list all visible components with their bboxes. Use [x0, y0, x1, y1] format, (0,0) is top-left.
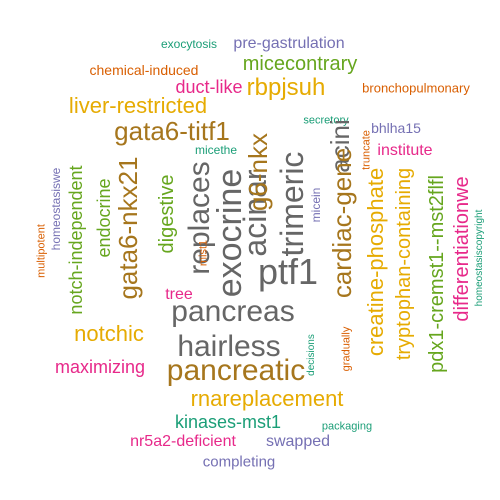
- cloud-word: maximizing: [54, 357, 146, 377]
- cloud-word: rnareplacement: [190, 386, 344, 411]
- cloud-word: ptf1: [257, 251, 319, 292]
- cloud-word: duct-like: [175, 77, 243, 97]
- cloud-word: micethe: [194, 143, 238, 157]
- cloud-word: bhlha15: [371, 120, 421, 136]
- cloud-word: notchic: [74, 321, 144, 346]
- cloud-word: tryptophan-containing: [393, 167, 415, 361]
- cloud-word: liver-restricted: [68, 93, 208, 118]
- cloud-word: packaging: [321, 420, 373, 433]
- cloud-word: digestive: [156, 174, 178, 254]
- cloud-word: nr5a2-deficient: [130, 433, 236, 450]
- cloud-word: differentiationwe: [451, 176, 473, 322]
- cloud-word: bronchopulmonary: [362, 80, 470, 96]
- cloud-word: endocrine: [94, 178, 114, 258]
- cloud-word: homeostasiswe: [49, 167, 63, 251]
- cloud-word: cardiac-gene: [327, 147, 357, 299]
- cloud-word: notch-independent: [66, 165, 86, 315]
- cloud-word: gradually: [340, 326, 353, 372]
- cloud-word: tree: [165, 286, 193, 303]
- cloud-word: gata6-nkx21: [113, 156, 143, 300]
- cloud-word: gata6-titf1: [114, 116, 230, 146]
- cloud-word: chemical-induced: [89, 62, 199, 78]
- cloud-word: micein: [309, 187, 323, 223]
- cloud-word: institute: [377, 142, 433, 159]
- cloud-word: swapped: [265, 433, 331, 450]
- cloud-word: exocytosis: [160, 37, 218, 51]
- cloud-word: homeostasiscopyright: [474, 209, 485, 307]
- cloud-word: creatine-phosphate: [363, 167, 388, 357]
- cloud-word: g6-nkx: [243, 132, 273, 212]
- cloud-word: decisions: [306, 334, 317, 376]
- cloud-word: kinases-mst1: [174, 412, 282, 432]
- cloud-word: trimeric: [274, 151, 310, 257]
- cloud-word: secretory: [303, 114, 349, 127]
- cloud-word: pancreas: [171, 295, 295, 328]
- cloud-word: pre-gastrulation: [233, 35, 345, 52]
- cloud-word: micecontrary: [242, 53, 358, 75]
- cloud-word: multipotent: [35, 224, 48, 278]
- cloud-word: mist1: [197, 239, 210, 267]
- cloud-word: hairless: [177, 330, 281, 363]
- cloud-word: rbpjsuh: [246, 74, 326, 101]
- cloud-word: completing: [202, 453, 276, 471]
- cloud-word: pdx1-cremst1--mst2flfl: [426, 175, 448, 373]
- cloud-word: truncate: [360, 130, 373, 170]
- cloud-word: pancreatic: [166, 354, 306, 387]
